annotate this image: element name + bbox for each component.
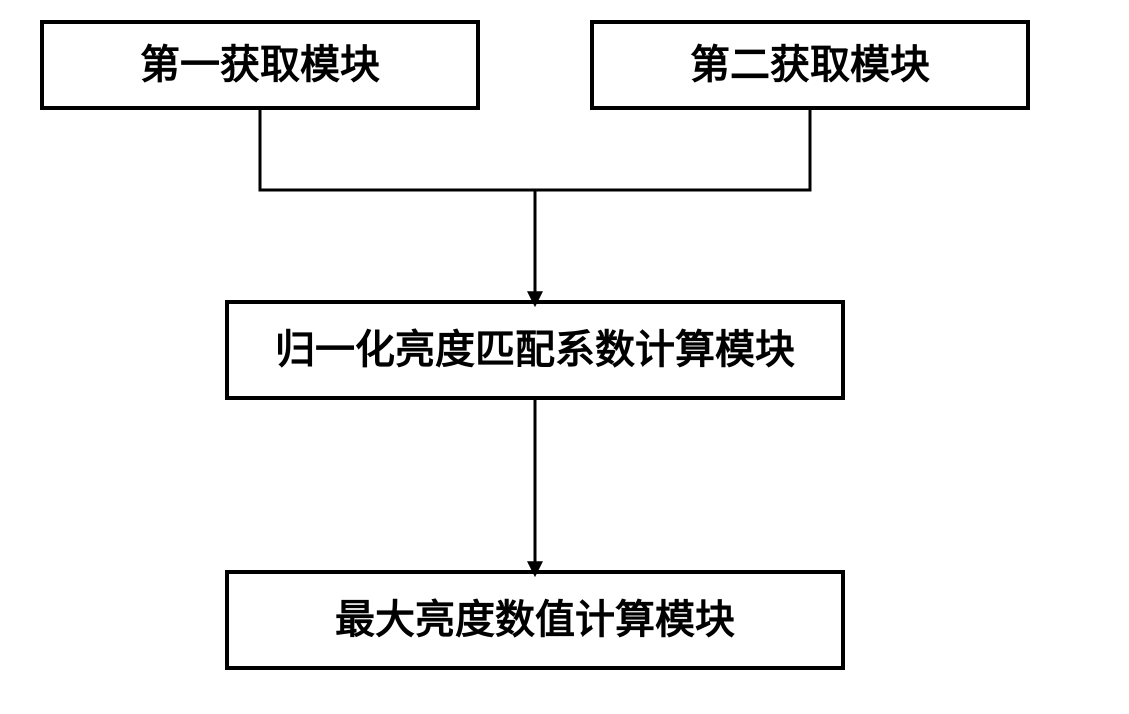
- edge-n1-n2-to-n3: [260, 110, 810, 300]
- node-second-acquire-module: 第二获取模块: [590, 20, 1030, 110]
- node-label: 归一化亮度匹配系数计算模块: [275, 328, 795, 372]
- node-label: 第二获取模块: [690, 43, 930, 87]
- node-label: 第一获取模块: [140, 43, 380, 87]
- flowchart-canvas: 第一获取模块 第二获取模块 归一化亮度匹配系数计算模块 最大亮度数值计算模块: [0, 0, 1129, 714]
- node-max-brightness-value-module: 最大亮度数值计算模块: [225, 570, 845, 670]
- node-first-acquire-module: 第一获取模块: [40, 20, 480, 110]
- node-label: 最大亮度数值计算模块: [335, 598, 735, 642]
- node-normalize-brightness-match-coeff-module: 归一化亮度匹配系数计算模块: [225, 300, 845, 400]
